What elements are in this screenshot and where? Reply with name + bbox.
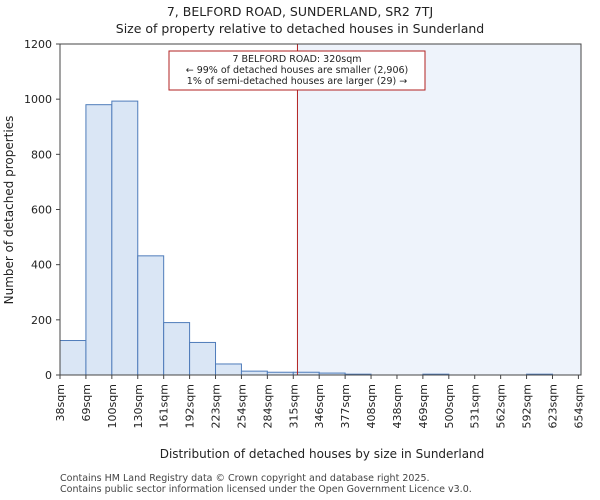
y-tick-label: 1000	[24, 93, 52, 106]
bar-161sqm	[163, 322, 191, 376]
x-tick-label: 284sqm	[261, 384, 274, 428]
x-tick-label: 531sqm	[469, 384, 482, 428]
bar-130sqm	[137, 255, 165, 376]
x-tick-label: 469sqm	[417, 384, 430, 428]
bar-100sqm	[111, 100, 139, 376]
y-tick-label: 200	[31, 314, 52, 327]
x-tick-label: 192sqm	[184, 384, 197, 428]
y-axis-ticks: 0 200 400 600 800 1000 1200	[24, 38, 60, 382]
x-tick-label: 38sqm	[54, 384, 67, 421]
y-tick-label: 1200	[24, 38, 52, 51]
x-tick-label: 161sqm	[158, 384, 171, 428]
chart-title-line1: 7, BELFORD ROAD, SUNDERLAND, SR2 7TJ	[167, 4, 433, 19]
y-tick-label: 0	[45, 369, 52, 382]
x-tick-label: 592sqm	[521, 384, 534, 428]
annotation-line1: 7 BELFORD ROAD: 320sqm	[232, 54, 361, 65]
x-tick-label: 346sqm	[313, 384, 326, 428]
x-tick-label: 254sqm	[235, 384, 248, 428]
x-tick-label: 438sqm	[391, 384, 404, 428]
x-tick-label: 623sqm	[546, 384, 559, 428]
x-tick-label: 130sqm	[132, 384, 145, 428]
y-tick-label: 600	[31, 204, 52, 217]
bar-69sqm	[85, 104, 113, 376]
x-tick-label: 69sqm	[80, 384, 93, 421]
x-tick-label: 408sqm	[365, 384, 378, 428]
x-tick-label: 223sqm	[210, 384, 223, 428]
bar-223sqm	[215, 363, 242, 376]
x-tick-label: 315sqm	[287, 384, 300, 428]
footer-line2: Contains public sector information licen…	[60, 484, 472, 495]
annotation-box: 7 BELFORD ROAD: 320sqm ← 99% of detached…	[168, 50, 426, 91]
footer: Contains HM Land Registry data © Crown c…	[60, 473, 472, 495]
x-tick-label: 100sqm	[106, 384, 119, 428]
y-tick-label: 400	[31, 259, 52, 272]
x-tick-label: 562sqm	[495, 384, 508, 428]
bars-group	[59, 100, 553, 376]
chart-title-line2: Size of property relative to detached ho…	[116, 21, 484, 36]
annotation-line2: ← 99% of detached houses are smaller (2,…	[186, 65, 409, 76]
bar-254sqm	[240, 370, 268, 376]
bar-192sqm	[189, 341, 217, 376]
x-tick-label: 377sqm	[339, 384, 352, 428]
shaded-region	[297, 44, 581, 375]
x-tick-label: 500sqm	[443, 384, 456, 428]
y-tick-label: 800	[31, 148, 52, 161]
footer-line1: Contains HM Land Registry data © Crown c…	[60, 473, 430, 484]
x-tick-label: 654sqm	[572, 384, 585, 428]
bar-38sqm	[59, 340, 87, 376]
chart: 7, BELFORD ROAD, SUNDERLAND, SR2 7TJ Siz…	[2, 4, 585, 461]
x-axis-ticks: 38sqm 69sqm 100sqm 130sqm 161sqm 192sqm 223sqm…	[54, 375, 585, 428]
y-axis-label: Number of detached properties	[2, 116, 16, 305]
x-axis-label: Distribution of detached houses by size …	[160, 447, 485, 461]
annotation-line3: 1% of semi-detached houses are larger (2…	[187, 76, 407, 87]
